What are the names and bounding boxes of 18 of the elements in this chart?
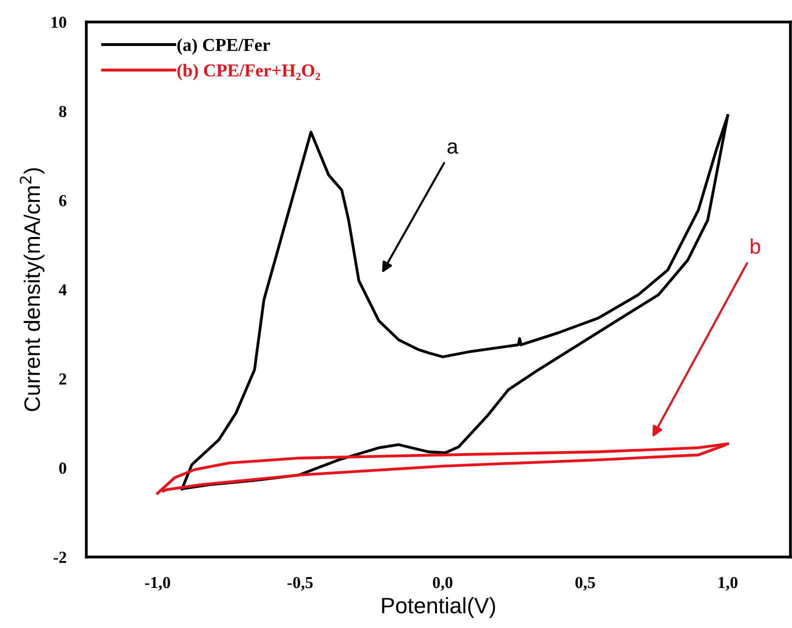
x-tick-label: 0,0 xyxy=(432,576,452,591)
y-tick-label: 10 xyxy=(52,16,66,28)
x-tick-label: -0,5 xyxy=(288,576,313,591)
y-tick-label: -2 xyxy=(54,552,66,563)
annotation: a xyxy=(448,142,458,154)
y-tick-label: 6 xyxy=(59,195,66,206)
y-tick-label: 8 xyxy=(59,106,66,118)
y-tick-label: 4 xyxy=(58,284,67,296)
y-axis-title: Current density(mA/cm$^{2}$) xyxy=(20,168,44,412)
x-axis-title: Potential(V) xyxy=(382,597,496,618)
x-tick-label: -1,0 xyxy=(145,576,170,591)
x-tick-label: 1,0 xyxy=(718,576,738,591)
x-tick-label: 0,5 xyxy=(575,576,595,591)
y-tick-label: 0 xyxy=(59,462,66,474)
legend-label: (a) CPE/Fer xyxy=(177,38,270,55)
legend-label: (b) CPE/Fer+H₂O₂ xyxy=(177,64,320,80)
y-tick-label: 2 xyxy=(59,373,66,384)
annotation: b xyxy=(750,238,760,254)
